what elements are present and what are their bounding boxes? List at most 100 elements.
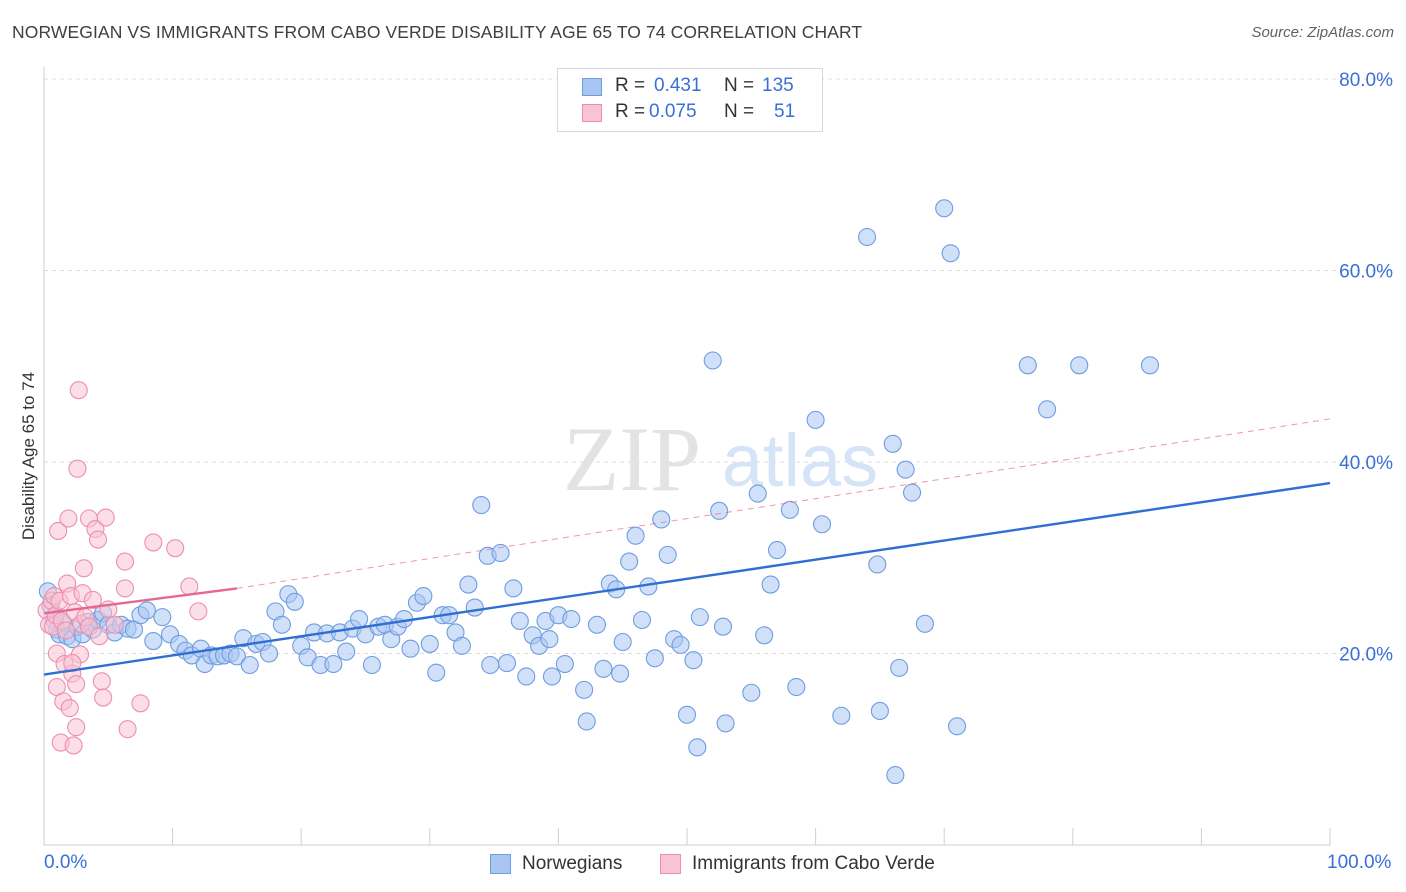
norwegian-point [684,651,703,670]
norwegian-point [886,766,905,785]
norwegian-point [948,717,967,736]
cabo-verde-point [118,720,137,739]
cabo-verde-point [144,533,163,552]
legend-row-norwegians: R = 0.431 N = 135 [558,75,822,101]
legend-n-value: 51 [774,101,796,122]
norwegian-point [613,632,632,652]
norwegian-point [497,654,517,673]
y-axis-label: Disability Age 65 to 74 [19,371,38,541]
norwegian-point [1018,356,1037,375]
cabo-verde-trend-extension [236,418,1331,589]
watermark: ZIP atlas [563,408,878,510]
norwegian-point [1038,400,1057,419]
norwegian-point [620,552,639,571]
cabo-verde-point [69,381,88,400]
norwegian-point [787,677,806,697]
legend-r-label: R = [615,101,646,122]
norwegian-point [481,655,500,675]
norwegian-point [806,410,825,429]
bottom-legend-swatch-cabo-verde [660,854,681,874]
norwegian-point [890,658,909,677]
norwegian-point [577,712,596,731]
cabo-verde-point [105,615,124,634]
legend-r-value: 0.431 [654,75,702,96]
norwegian-point [452,636,472,655]
norwegian-point [517,667,536,686]
watermark-zip: ZIP [563,408,701,510]
norwegian-point [459,575,478,594]
norwegian-point [562,609,581,629]
norwegian-point [632,610,652,630]
cabo-verde-point [68,459,87,478]
cabo-verde-point [64,736,83,755]
norwegian-point [491,543,510,563]
cabo-verde-point [88,530,108,549]
legend-r-value: 0.075 [649,101,697,122]
cabo-verde-point [166,539,185,558]
data-points [37,199,1160,785]
norwegian-point [857,227,877,247]
cabo-verde-point [67,675,86,694]
legend-r-label: R = [615,75,646,96]
norwegian-point [713,617,733,636]
x-tick-label-max: 100.0% [1327,852,1392,873]
norwegian-point [645,649,664,668]
cabo-verde-point [56,621,75,640]
norwegian-point [671,635,690,654]
norwegian-point [915,614,934,633]
x-tick-label-min: 0.0% [44,852,88,873]
cabo-verde-point [67,718,86,737]
norwegian-point [902,483,922,502]
cabo-verde-point [60,699,79,718]
norwegian-point [337,642,356,661]
norwegian-point [414,586,433,606]
norwegian-point [688,738,707,757]
y-tick-label: 60.0% [1339,262,1393,283]
norwegian-point [350,609,369,629]
axes [43,67,1331,846]
cabo-verde-point [74,559,93,578]
norwegian-point [883,434,902,453]
norwegian-point [941,244,960,263]
norwegian-point [832,706,851,725]
source-label: Source: ZipAtlas.com [1251,24,1394,41]
bottom-legend-label-norwegians: Norwegians [522,853,623,874]
cabo-verde-point [131,694,150,713]
norwegian-point [465,598,484,617]
cabo-verde-point [49,521,68,540]
norwegian-point [540,630,559,649]
chart-title: NORWEGIAN VS IMMIGRANTS FROM CABO VERDE … [12,22,863,42]
norwegian-point [420,634,439,653]
norwegian-point [868,555,887,574]
bottom-legend-label-cabo-verde: Immigrants from Cabo Verde [692,853,935,874]
norwegian-point [677,705,697,724]
norwegian-point [748,484,767,503]
trend-lines [43,418,1331,676]
cabo-verde-point [59,509,78,528]
norwegian-point [324,654,343,674]
correlation-legend: R = 0.431 N = 135 R = 0.075 N = 51 [557,68,823,132]
norwegian-point [240,655,259,675]
y-tick-labels: 20.0% 40.0% 60.0% 80.0% [1339,70,1393,666]
norwegian-point [555,654,574,674]
cabo-verde-point [96,508,115,527]
norwegian-point [1140,356,1160,375]
norwegian-point [259,644,279,663]
norwegian-point [227,647,246,666]
norwegian-point [935,199,954,218]
norwegian-point [896,460,915,479]
norwegian-point [472,496,491,515]
norwegian-trend-line [43,481,1331,676]
legend-row-cabo-verde: R = 0.075 N = 51 [558,101,822,127]
watermark-atlas: atlas [722,419,878,502]
cabo-verde-point [90,627,109,646]
cabo-verde-point [115,579,135,598]
cabo-verde-point [83,590,102,609]
norwegian-point [504,579,523,598]
norwegian-point [575,680,594,699]
y-tick-label: 20.0% [1339,645,1393,666]
norwegian-point [285,592,304,611]
norwegian-point [587,615,607,634]
norwegian-point [272,615,291,634]
